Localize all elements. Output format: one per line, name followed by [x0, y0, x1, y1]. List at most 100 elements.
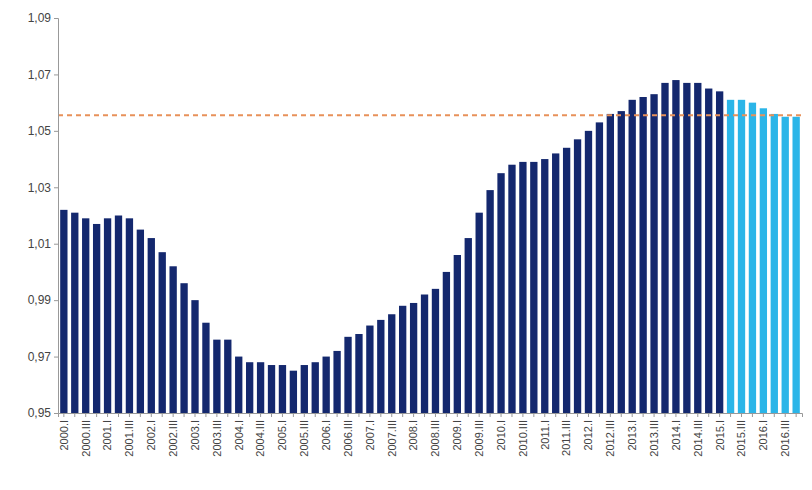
x-tick-mark: [686, 413, 687, 417]
x-tick: [730, 413, 731, 417]
y-tick: 1,03: [28, 181, 58, 195]
y-axis: 0,950,970,991,011,031,051,071,09: [28, 11, 59, 420]
bar: [377, 320, 384, 413]
y-tick-label: 0,95: [28, 406, 52, 420]
x-tick-mark: [304, 413, 305, 417]
x-tick: 2011.I: [539, 413, 551, 450]
x-tick: 2014.III: [692, 413, 704, 457]
bar: [508, 165, 515, 413]
y-tick: 1,07: [28, 68, 58, 82]
x-tick: [577, 413, 578, 417]
bar: [585, 131, 592, 413]
x-tick-mark: [369, 413, 370, 417]
x-tick: [555, 413, 556, 417]
x-tick: [74, 413, 75, 417]
x-tick-mark: [479, 413, 480, 417]
x-tick-mark: [151, 413, 152, 417]
x-tick-mark: [140, 413, 141, 417]
bar: [749, 103, 756, 413]
x-tick-mark: [227, 413, 228, 417]
bar: [727, 100, 734, 413]
y-tick-mark: [54, 244, 58, 245]
x-tick: [96, 413, 97, 417]
x-tick-label: 2008.I: [407, 420, 419, 451]
x-tick: 2004.I: [233, 413, 245, 451]
x-tick-label: 2002.III: [167, 420, 179, 457]
x-tick-mark: [763, 413, 764, 417]
bar: [639, 97, 646, 413]
x-tick-mark: [271, 413, 272, 417]
x-tick: [708, 413, 709, 417]
y-tick-mark: [54, 131, 58, 132]
x-axis-line: [59, 414, 803, 418]
y-tick-label: 1,01: [28, 237, 52, 251]
reference-line: [58, 114, 802, 116]
x-tick-label: 2009.III: [473, 420, 485, 457]
x-tick: 2012.III: [604, 413, 616, 457]
x-tick-mark: [752, 413, 753, 417]
x-tick: [511, 413, 512, 417]
x-tick: 2010.III: [517, 413, 529, 457]
x-tick: 2007.I: [364, 413, 376, 451]
bar: [574, 139, 581, 413]
x-tick: [490, 413, 491, 417]
bar: [290, 371, 297, 413]
x-tick-mark: [260, 413, 261, 417]
x-tick: [205, 413, 206, 417]
y-tick: 0,97: [28, 350, 58, 364]
x-tick-label: 2013.III: [648, 420, 660, 457]
x-tick: [774, 413, 775, 417]
bar: [486, 190, 493, 413]
x-tick-label: 2000.I: [58, 420, 70, 451]
chart: 0,950,970,991,011,031,051,071,092000.I20…: [0, 0, 812, 490]
x-tick-mark: [249, 413, 250, 417]
bar: [148, 238, 155, 413]
x-tick: 2012.I: [582, 413, 594, 451]
x-tick: 2006.I: [320, 413, 332, 451]
x-tick-mark: [675, 413, 676, 417]
x-tick: [358, 413, 359, 417]
y-tick: 0,99: [28, 293, 58, 307]
x-tick: 2016.III: [779, 413, 791, 457]
x-tick-mark: [664, 413, 665, 417]
bar: [552, 153, 559, 413]
bar: [93, 224, 100, 413]
x-tick-mark: [588, 413, 589, 417]
x-tick-label: 2010.III: [517, 420, 529, 457]
bar: [344, 337, 351, 413]
x-tick-label: 2006.III: [342, 420, 354, 457]
x-tick-label: 2000.III: [80, 420, 92, 457]
x-tick: 2000.III: [80, 413, 92, 457]
bar: [650, 94, 657, 413]
x-tick: [140, 413, 141, 417]
x-tick-mark: [216, 413, 217, 417]
x-tick-mark: [730, 413, 731, 417]
x-tick-mark: [599, 413, 600, 417]
x-tick-label: 2001.III: [123, 420, 135, 457]
bar: [355, 334, 362, 413]
x-tick: 2001.III: [123, 413, 135, 457]
x-tick: 2003.III: [211, 413, 223, 457]
x-tick-label: 2016.I: [757, 420, 769, 451]
x-tick: [162, 413, 163, 417]
bar: [596, 122, 603, 413]
x-tick: [118, 413, 119, 417]
x-tick: 2013.III: [648, 413, 660, 457]
x-tick-mark: [643, 413, 644, 417]
bar: [159, 252, 166, 413]
x-tick-mark: [424, 413, 425, 417]
y-axis-line: [54, 19, 59, 414]
bar: [333, 351, 340, 413]
x-tick-label: 2012.III: [604, 420, 616, 457]
x-tick: [686, 413, 687, 417]
bar: [618, 111, 625, 413]
bar: [782, 117, 789, 413]
x-tick: [402, 413, 403, 417]
x-tick: [599, 413, 600, 417]
x-tick: [184, 413, 185, 417]
x-tick-mark: [796, 413, 797, 417]
bar: [421, 295, 428, 414]
bar: [312, 362, 319, 413]
x-tick-mark: [501, 413, 502, 417]
x-tick-mark: [708, 413, 709, 417]
